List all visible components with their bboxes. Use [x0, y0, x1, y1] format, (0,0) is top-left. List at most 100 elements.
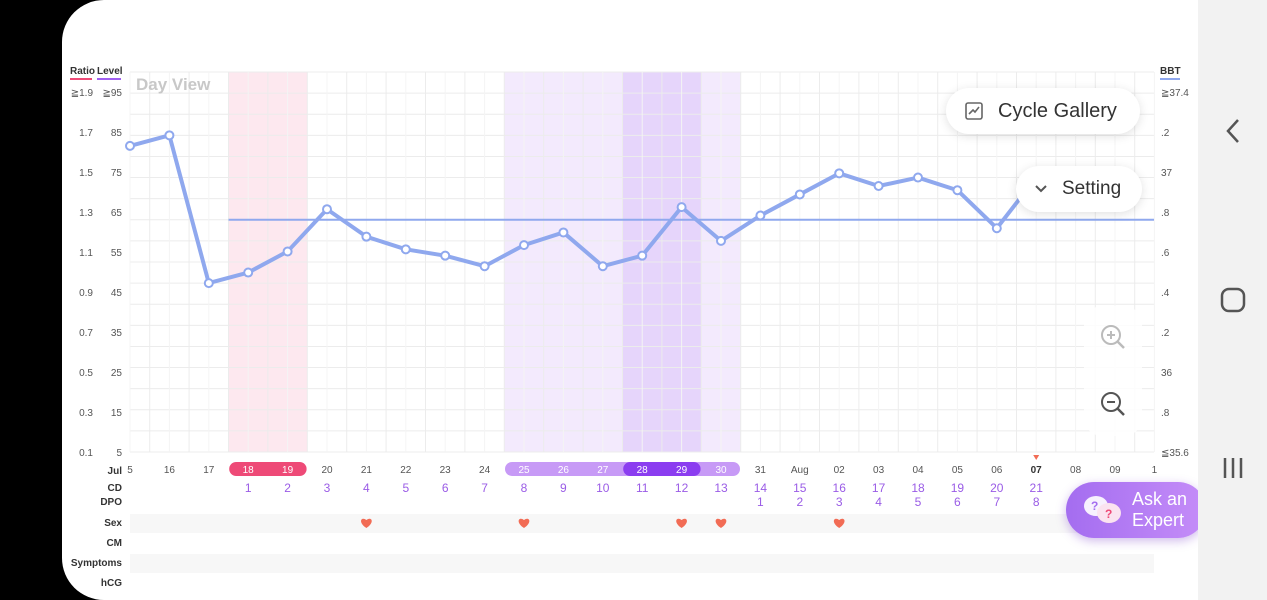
day-view-label: Day View	[136, 75, 211, 94]
x-tick-label: 05	[952, 465, 964, 476]
cycle-gallery-button[interactable]: Cycle Gallery	[946, 88, 1140, 134]
ask-expert-line1: Ask an	[1132, 489, 1188, 509]
zoom-out-button[interactable]	[1098, 389, 1128, 419]
ask-expert-button[interactable]: ?? Ask an Expert	[1066, 482, 1198, 538]
y-tick-ratio: 1.3	[79, 208, 93, 219]
row-label-month: Jul	[108, 466, 123, 477]
level-label: Level	[97, 66, 123, 77]
cycle-day-label: 3	[324, 481, 331, 495]
bbt-data-point	[282, 246, 293, 257]
ratio-header: Ratio	[70, 66, 95, 80]
zoom-in-button[interactable]	[1098, 322, 1128, 352]
x-tick-label: 08	[1070, 465, 1082, 476]
y-tick-level: 15	[111, 408, 123, 419]
y-tick-bbt: 36	[1161, 368, 1173, 379]
ovulation-date-pill	[623, 462, 701, 476]
bbt-data-point	[243, 267, 254, 278]
cycle-day-label: 5	[402, 481, 409, 495]
cycle-day-label: 12	[675, 481, 689, 495]
x-tick-label: 26	[558, 465, 570, 476]
row-label-dpo: DPO	[100, 497, 122, 508]
y-tick-bbt: .2	[1161, 328, 1170, 339]
y-tick-ratio: 1.7	[79, 128, 93, 139]
bbt-data-point	[479, 261, 490, 272]
bbt-data-point	[361, 231, 372, 242]
y-tick-level: 65	[111, 208, 123, 219]
cycle-day-label: 16	[833, 481, 847, 495]
dpo-label: 8	[1033, 495, 1040, 509]
cycle-day-label: 20	[990, 481, 1004, 495]
row-label-sex: Sex	[104, 518, 122, 529]
chevron-down-icon	[1034, 181, 1050, 197]
heart-icon	[715, 518, 727, 528]
cycle-day-label: 13	[714, 481, 728, 495]
x-tick-label: 5	[127, 465, 133, 476]
level-header: Level	[97, 66, 123, 80]
heart-icon	[833, 518, 845, 528]
app-screen: ≧1.9 ≧95 ≧37.4 1.7 85.2 1.5 75 37 1.3 65.8 1.1 55.6…	[62, 0, 1198, 600]
x-tick-label: 16	[164, 465, 176, 476]
row-label-cd: CD	[108, 483, 122, 494]
y-tick-ratio: 1.1	[79, 248, 93, 259]
ratio-label: Ratio	[70, 66, 95, 77]
y-tick-ratio: 0.7	[79, 328, 93, 339]
period-date-pill	[229, 462, 307, 476]
bbt-data-point	[991, 223, 1002, 234]
home-icon	[1220, 287, 1245, 313]
dpo-label: 1	[757, 495, 764, 509]
cycle-day-label: 9	[560, 481, 567, 495]
x-tick-label: 21	[361, 465, 373, 476]
svg-text:?: ?	[1105, 507, 1112, 521]
y-tick-level: 25	[111, 368, 123, 379]
cycle-day-label: 4	[363, 481, 370, 495]
cycle-day-label: 8	[521, 481, 528, 495]
y-tick-ratio: 1.5	[79, 168, 93, 179]
level-legend-swatch	[97, 78, 121, 80]
bbt-chart[interactable]: ≧1.9 ≧95 ≧37.41.7 85.21.5 75 371.3 65.81.1 55.6…	[62, 0, 1198, 600]
dpo-label: 2	[796, 495, 803, 509]
y-tick-ratio: 0.5	[79, 368, 93, 379]
back-icon	[1225, 119, 1239, 143]
x-tick-label: 04	[912, 465, 924, 476]
x-tick-label: 09	[1109, 465, 1121, 476]
bbt-data-point	[125, 140, 135, 151]
y-tick-bbt: ≧37.4	[1161, 88, 1189, 99]
bbt-legend-swatch	[1160, 78, 1180, 80]
cycle-day-label: 2	[284, 481, 291, 495]
bbt-data-point	[322, 204, 332, 215]
bbt-data-point	[597, 261, 608, 272]
setting-button[interactable]: Setting	[1016, 166, 1142, 212]
y-tick-bbt: ≦35.6	[1161, 448, 1189, 459]
row-stripe	[130, 514, 1154, 533]
x-tick-label: 25	[518, 465, 530, 476]
y-tick-level: 55	[111, 248, 123, 259]
dpo-label: 3	[836, 495, 843, 509]
cycle-day-label: 10	[596, 481, 610, 495]
recents-button[interactable]	[1198, 438, 1267, 498]
cycle-day-label: 14	[754, 481, 768, 495]
y-tick-ratio: 0.1	[79, 448, 93, 459]
ask-expert-line2: Expert	[1132, 510, 1185, 530]
bbt-data-point	[755, 210, 766, 221]
bbt-data-point	[716, 235, 726, 246]
x-tick-label: 29	[676, 465, 688, 476]
zoom-controls	[1084, 306, 1142, 436]
bbt-series-line	[129, 133, 1038, 286]
heart-icon	[361, 518, 372, 528]
y-tick-level: 85	[111, 128, 123, 139]
row-label-hcg: hCG	[101, 578, 122, 589]
row-label-cm: CM	[106, 538, 122, 549]
setting-label: Setting	[1062, 178, 1122, 199]
x-tick-label: 28	[637, 465, 649, 476]
y-tick-ratio: 0.3	[79, 408, 93, 419]
home-button[interactable]	[1198, 270, 1267, 330]
y-tick-bbt: .8	[1161, 408, 1170, 419]
bbt-data-point	[400, 244, 411, 255]
dpo-label: 5	[915, 495, 922, 509]
y-tick-level: 5	[116, 448, 122, 459]
y-tick-level: 45	[111, 288, 123, 299]
bbt-data-point	[952, 185, 963, 196]
back-button[interactable]	[1198, 101, 1267, 161]
system-nav-bar	[1198, 0, 1267, 600]
x-tick-label: 07	[1031, 465, 1043, 476]
